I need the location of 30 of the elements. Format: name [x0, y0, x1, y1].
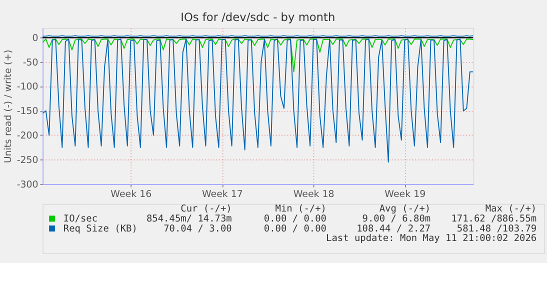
x-tick-label: Week 19 [384, 188, 426, 200]
text: 854.45m/ 14.73m [146, 214, 232, 224]
legend-label: Req Size (KB) [63, 223, 138, 234]
x-tick-label: Week 16 [110, 188, 152, 200]
text: 581.48 /103.79 [456, 223, 537, 234]
y-tick-label: -200 [16, 130, 38, 142]
text: Max (-/+) [485, 204, 537, 215]
y-tick-label: -100 [16, 82, 38, 93]
y-tick-label: -250 [16, 154, 38, 166]
text: 9.00 / 6.80m [362, 214, 431, 224]
y-tick-label: -150 [16, 106, 38, 118]
text: 0.00 / 0.00 [264, 214, 327, 224]
text: Cur (-/+) [180, 204, 232, 215]
y-tick-label: -50 [22, 57, 38, 68]
y-tick-label: 0 [32, 32, 38, 44]
x-tick-label: Week 18 [293, 188, 334, 200]
text: 171.62 /886.55m [451, 214, 537, 224]
text: 70.04 / 3.00 [164, 223, 232, 234]
line-series [42, 38, 474, 72]
legend-label: IO/sec [63, 214, 98, 224]
text: 108.44 / 2.27 [356, 223, 431, 234]
line-series [42, 38, 474, 163]
chart-title: IOs for /dev/sdc - by month [180, 10, 336, 24]
text: Avg (-/+) [379, 204, 431, 215]
text: 0.00 / 0.00 [264, 223, 327, 234]
y-tick-label: -300 [16, 179, 38, 190]
y-axis-title: Units read (-) / write (+) [3, 50, 14, 164]
text: Last update: Mon May 11 21:00:02 2026 [326, 233, 537, 244]
x-tick-label: Week 17 [202, 188, 243, 200]
text: Min (-/+) [275, 204, 326, 215]
